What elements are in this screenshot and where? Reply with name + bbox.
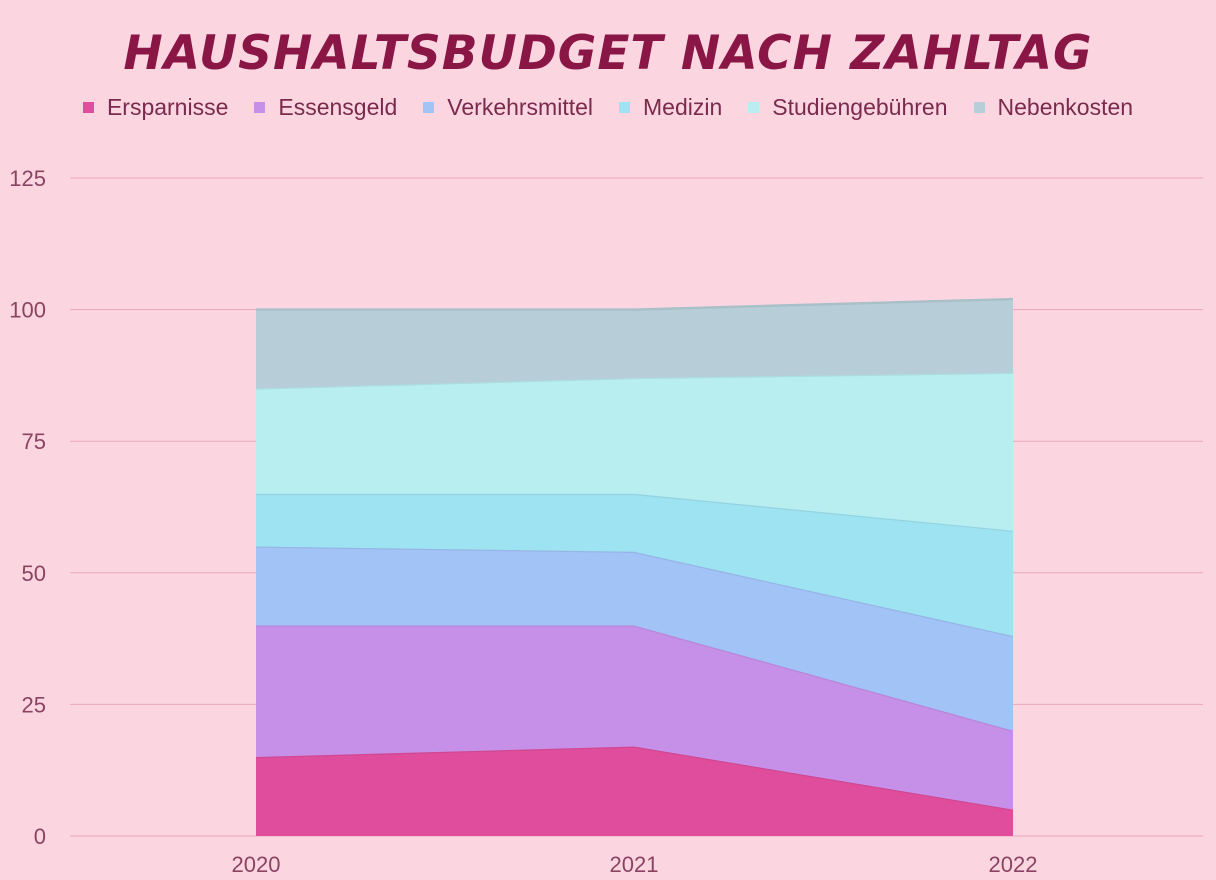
area-essensgeld[interactable] <box>256 625 1013 810</box>
legend-swatch <box>82 102 94 113</box>
legend-swatch <box>254 102 266 113</box>
area-studiengebühren[interactable] <box>256 372 1013 531</box>
legend-item-studiengebuehren[interactable]: Studiengebühren <box>748 94 948 121</box>
legend-item-nebenkosten[interactable]: Nebenkosten <box>973 94 1134 121</box>
legend-item-verkehrsmittel[interactable]: Verkehrsmittel <box>423 94 593 121</box>
legend-item-medizin[interactable]: Medizin <box>619 94 722 121</box>
legend-swatch <box>748 102 760 113</box>
chart-title: HAUSHALTSBUDGET NACH ZAHLTAG <box>123 26 1093 81</box>
legend-swatch <box>973 102 985 113</box>
y-tick-label: 75 <box>22 429 46 454</box>
x-axis-ticks: 2020 2021 2022 <box>232 852 1038 877</box>
y-axis-ticks: 0 25 50 75 100 125 <box>9 166 46 849</box>
area-verkehrsmittel[interactable] <box>256 546 1013 731</box>
legend-label: Verkehrsmittel <box>447 94 594 120</box>
y-tick-label: 0 <box>34 824 46 849</box>
area-nebenkosten[interactable] <box>256 299 1013 389</box>
legend-label: Essensgeld <box>278 94 398 120</box>
legend-label: Studiengebühren <box>772 94 948 120</box>
x-tick-label: 2020 <box>232 852 281 877</box>
legend-label: Ersparnisse <box>106 94 229 120</box>
x-tick-label: 2021 <box>610 852 659 877</box>
legend-swatch <box>423 102 435 113</box>
area-series <box>255 297 1014 836</box>
legend-label: Nebenkosten <box>997 94 1134 120</box>
area-medizin[interactable] <box>256 493 1013 636</box>
legend-label: Medizin <box>643 94 723 120</box>
area-ersparnisse[interactable] <box>256 746 1013 836</box>
y-tick-label: 50 <box>22 561 46 586</box>
legend-item-ersparnisse[interactable]: Ersparnisse <box>82 94 229 121</box>
y-tick-label: 125 <box>9 166 46 191</box>
legend-item-essensgeld[interactable]: Essensgeld <box>254 94 397 121</box>
y-tick-label: 100 <box>9 298 46 323</box>
y-tick-label: 25 <box>22 692 46 717</box>
x-tick-label: 2022 <box>989 852 1038 877</box>
legend: Ersparnisse Essensgeld Verkehrsmittel Me… <box>80 94 1136 121</box>
area-edge-line <box>256 297 1014 311</box>
legend-swatch <box>619 102 631 113</box>
